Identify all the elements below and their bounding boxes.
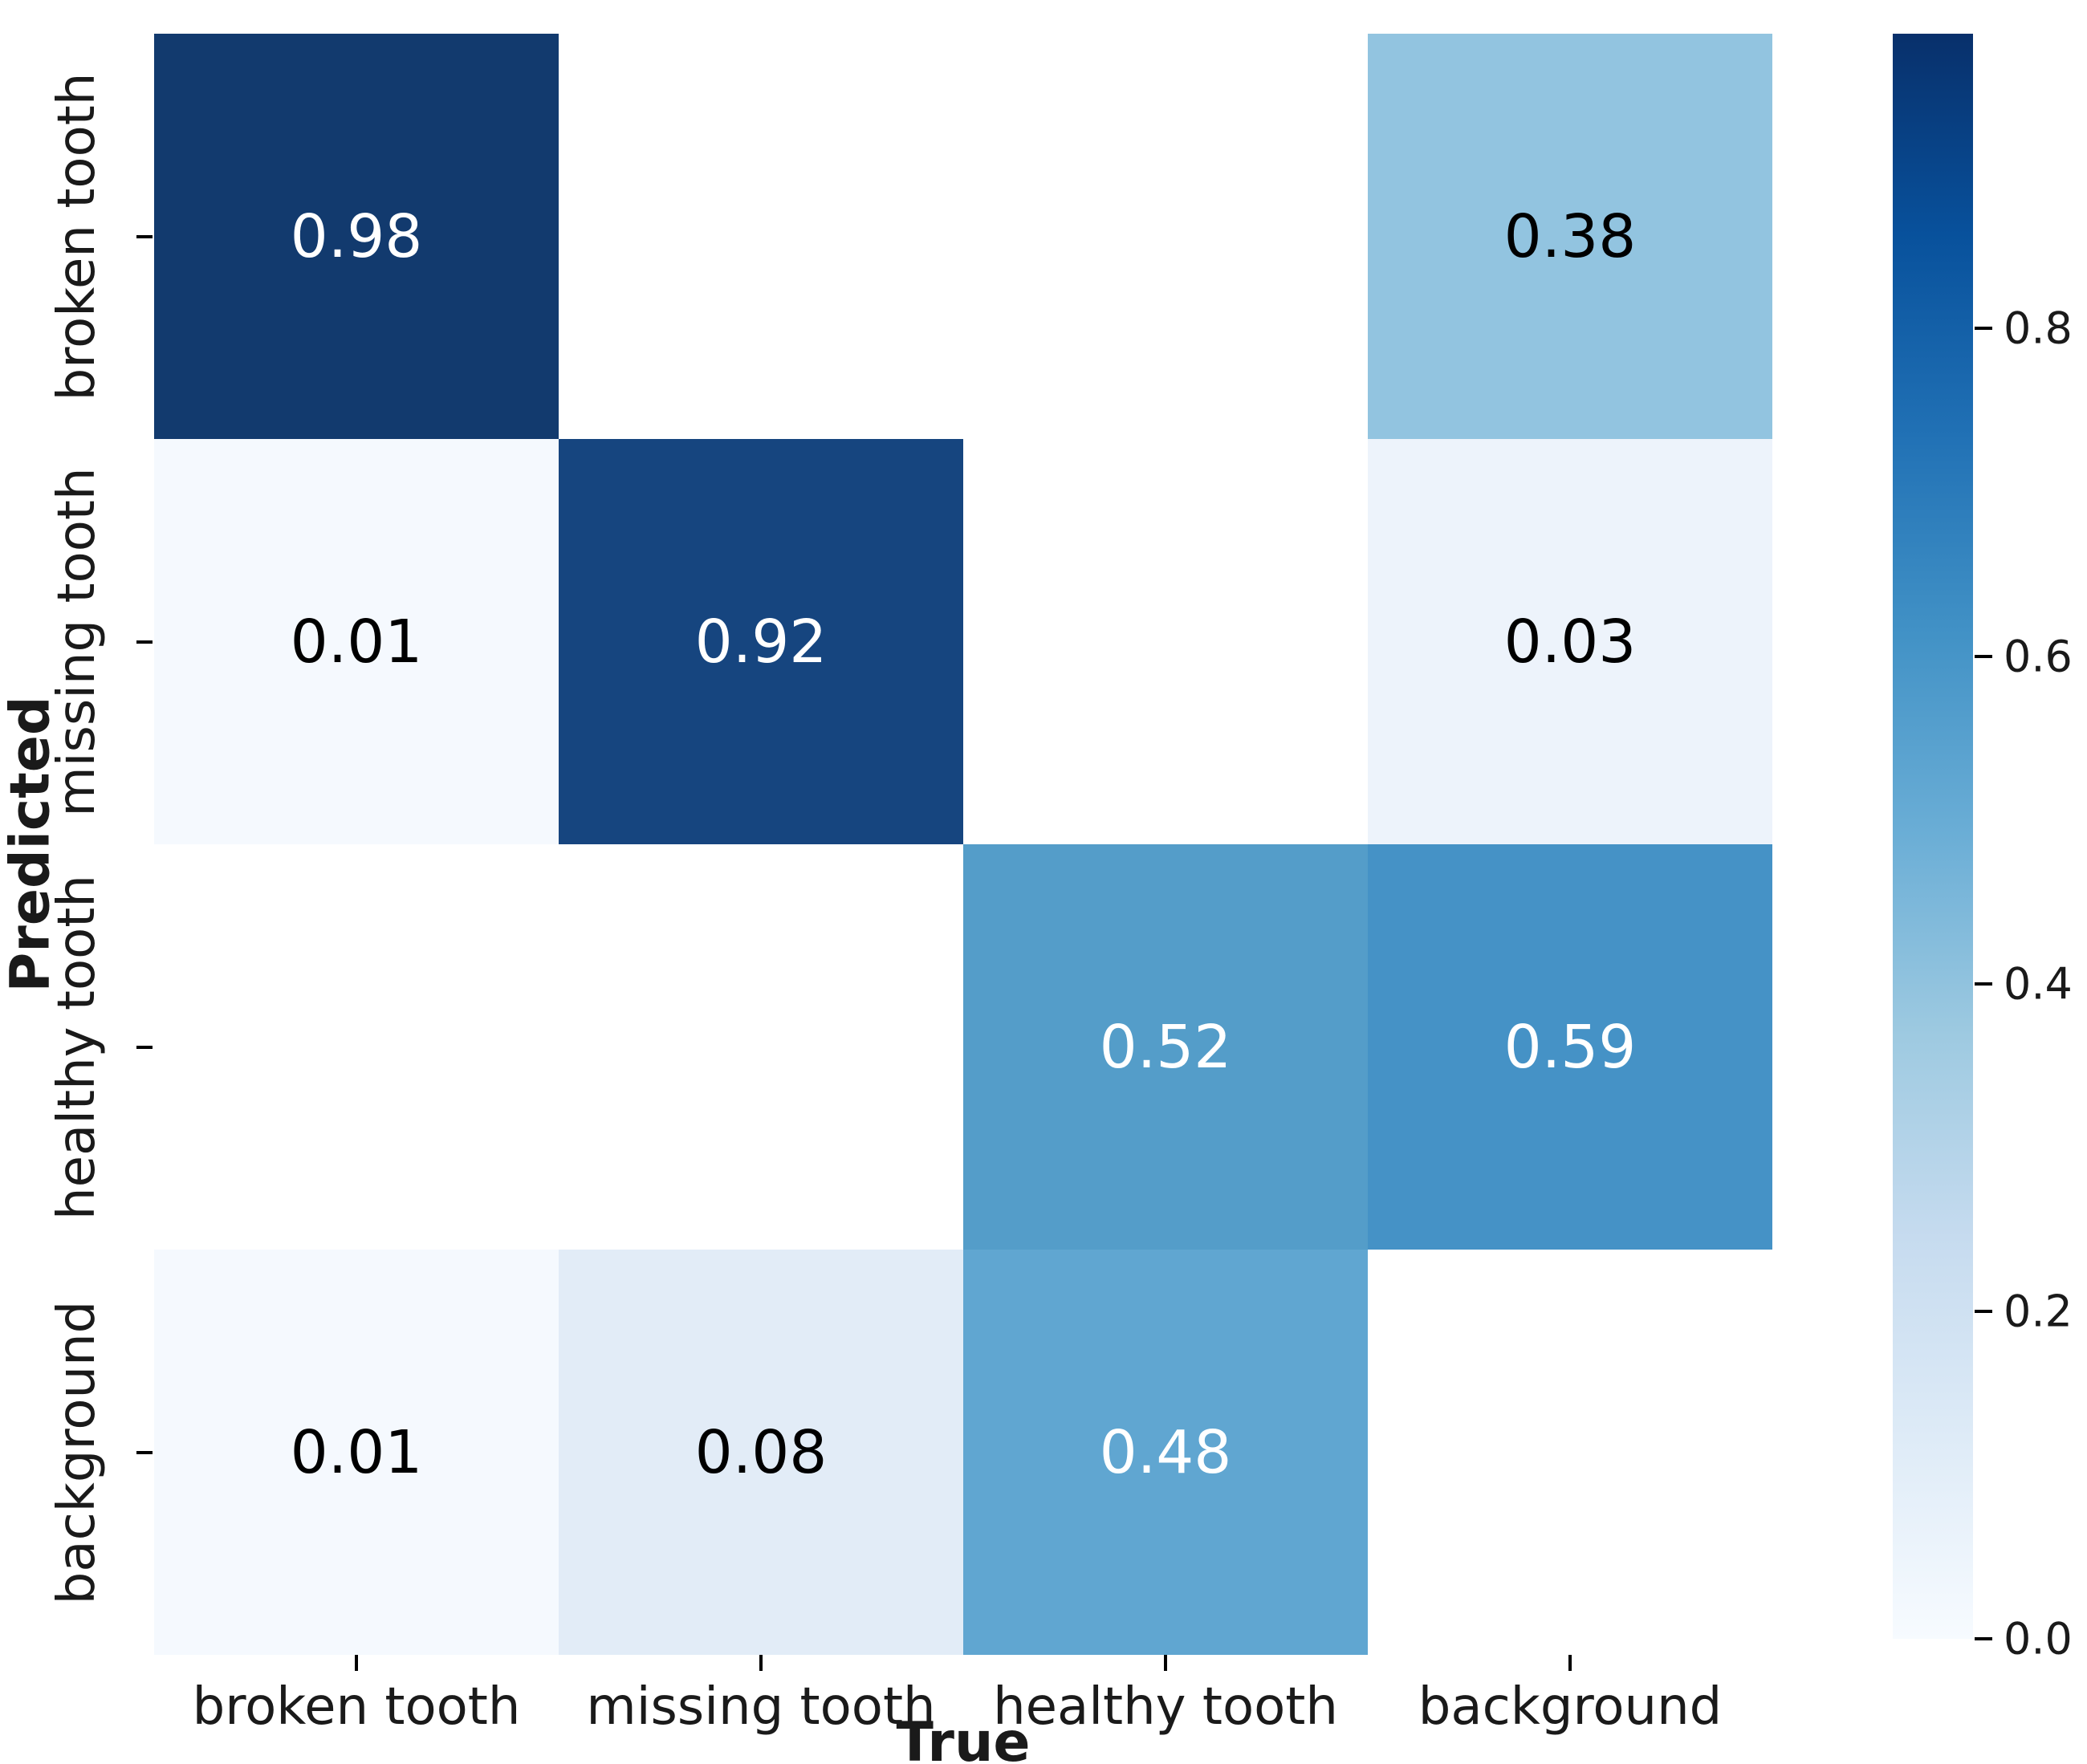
heatmap-grid: 0.98 0.38 0.01 0.92 0.03 0.52 0.59 0.01 0.08 0.48 [154, 34, 1772, 1655]
colorbar-tick-label: 0.2 [2004, 1286, 2073, 1337]
colorbar-tick-mark [1975, 1309, 1992, 1313]
heatmap-cell: 0.48 [963, 1250, 1368, 1655]
heatmap-cell: 0.01 [154, 1250, 559, 1655]
heatmap-cell [1368, 1250, 1772, 1655]
colorbar-tick-label: 0.8 [2004, 303, 2073, 354]
cell-value: 0.38 [1503, 201, 1637, 271]
x-tick-mark [1164, 1655, 1167, 1671]
heatmap-cell [559, 34, 963, 439]
x-axis-label: True [896, 1711, 1031, 1764]
y-tick-label: background [47, 1300, 107, 1604]
cell-value: 0.03 [1503, 607, 1637, 677]
colorbar-tick-label: 0.6 [2004, 631, 2073, 681]
heatmap-cell [154, 844, 559, 1250]
cell-value: 0.98 [290, 201, 423, 271]
cell-value: 0.59 [1503, 1012, 1637, 1082]
colorbar-tick-mark [1975, 654, 1992, 658]
heatmap-cell [963, 439, 1368, 844]
y-tick-mark [136, 1450, 153, 1454]
y-tick-label: missing tooth [47, 466, 107, 817]
heatmap-cell: 0.59 [1368, 844, 1772, 1250]
heatmap-cell: 0.38 [1368, 34, 1772, 439]
x-tick-label: healthy tooth [993, 1677, 1338, 1737]
heatmap-cell: 0.92 [559, 439, 963, 844]
heatmap-cell [963, 34, 1368, 439]
heatmap-cell [559, 844, 963, 1250]
colorbar-tick-mark [1975, 982, 1992, 986]
x-tick-mark [1568, 1655, 1572, 1671]
cell-value: 0.01 [290, 1417, 423, 1487]
heatmap-cell: 0.52 [963, 844, 1368, 1250]
heatmap-cell: 0.98 [154, 34, 559, 439]
y-tick-label: broken tooth [47, 72, 107, 400]
x-tick-label: missing tooth [586, 1677, 936, 1737]
y-tick-mark [136, 234, 153, 238]
colorbar-tick-label: 0.4 [2004, 958, 2073, 1010]
cell-value: 0.92 [694, 607, 828, 677]
heatmap-cell: 0.08 [559, 1250, 963, 1655]
y-tick-mark [136, 640, 153, 644]
y-tick-mark [136, 1045, 153, 1049]
x-tick-label: broken tooth [192, 1677, 521, 1737]
x-tick-mark [759, 1655, 763, 1671]
colorbar-tick-mark [1975, 1637, 1992, 1640]
cell-value: 0.08 [694, 1417, 828, 1487]
heatmap-cell: 0.03 [1368, 439, 1772, 844]
x-tick-label: background [1418, 1677, 1723, 1737]
y-tick-label: healthy tooth [47, 874, 107, 1220]
cell-value: 0.52 [1099, 1012, 1232, 1082]
colorbar-tick-label: 0.0 [2004, 1613, 2073, 1664]
colorbar-tick-mark [1975, 327, 1992, 331]
x-tick-mark [355, 1655, 358, 1671]
colorbar [1893, 34, 1973, 1639]
cell-value: 0.48 [1099, 1417, 1232, 1487]
cell-value: 0.01 [290, 607, 423, 677]
heatmap-cell: 0.01 [154, 439, 559, 844]
